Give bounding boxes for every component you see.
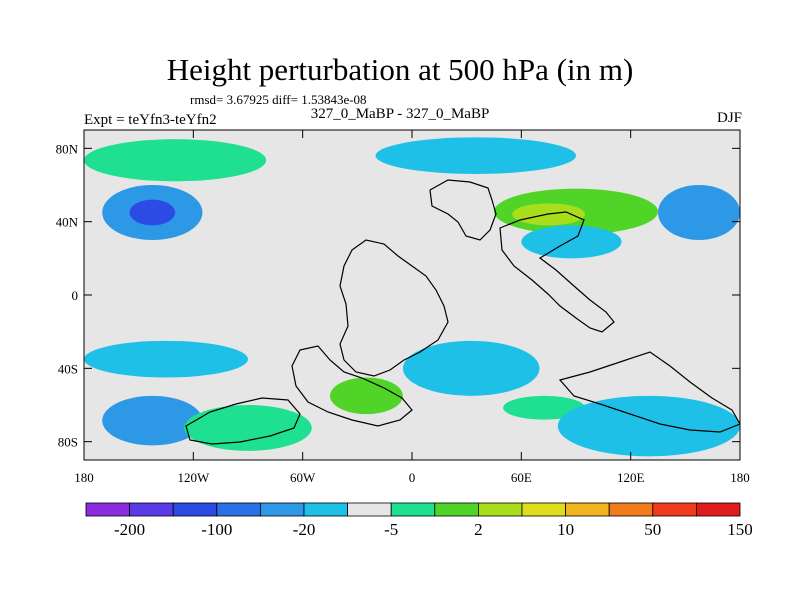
coastline-eurasia-africa <box>499 211 615 333</box>
colorbar-swatch-14 <box>696 502 741 517</box>
coastline-south-atlantic <box>291 345 413 427</box>
colorbar-swatch-13 <box>652 502 697 517</box>
coastline-americas <box>339 239 449 377</box>
x-tick-label-5: 120E <box>617 470 645 485</box>
period-label: 327_0_MaBP - 327_0_MaBP <box>310 106 490 122</box>
x-tick-label-4: 60E <box>511 470 532 485</box>
colorbar-swatch-7 <box>390 502 436 517</box>
colorbar-swatch-4 <box>259 502 305 517</box>
x-tick-label-0: 180 <box>74 470 94 485</box>
x-tick-label-2: 60W <box>290 470 316 485</box>
colorbar-swatch-0 <box>85 502 130 517</box>
colorbar-swatch-12 <box>608 502 654 517</box>
region-7 <box>521 225 622 259</box>
season-label: DJF <box>716 110 742 126</box>
region-11 <box>330 377 403 415</box>
x-tick-label-3: 0 <box>409 470 416 485</box>
y-tick-label-0: 80N <box>56 141 79 156</box>
region-6 <box>658 185 740 240</box>
colorbar-label-7: 150 <box>727 520 753 539</box>
y-tick-label-2: 0 <box>72 288 79 303</box>
region-3 <box>375 137 576 175</box>
colorbar-swatch-3 <box>216 502 261 517</box>
y-tick-label-3: 40S <box>58 361 78 376</box>
colorbar-swatch-1 <box>129 502 174 517</box>
coastline-layer <box>185 179 740 445</box>
coastline-antarctic-west <box>185 397 301 445</box>
coastline-antarctic-east <box>558 351 740 433</box>
colorbar-label-2: -20 <box>293 520 316 539</box>
colorbar-label-3: -5 <box>384 520 398 539</box>
colorbar-swatch-2 <box>172 502 218 517</box>
chart-title: Height perturbation at 500 hPa (in m) <box>166 52 634 87</box>
coastline-greenland <box>429 179 497 241</box>
region-2 <box>84 139 267 182</box>
region-9 <box>102 395 203 446</box>
y-tick-label-1: 40N <box>56 215 79 230</box>
region-14 <box>557 395 740 457</box>
region-1 <box>129 199 176 226</box>
region-13 <box>503 395 586 420</box>
colorbar-label-6: 50 <box>644 520 661 539</box>
y-tick-label-4: 80S <box>58 435 78 450</box>
colorbar-label-5: 10 <box>557 520 574 539</box>
colorbar-swatch-10 <box>521 502 566 517</box>
x-tick-label-6: 180 <box>730 470 750 485</box>
x-tick-label-1: 120W <box>177 470 210 485</box>
colorbar-label-0: -200 <box>114 520 145 539</box>
colorbar-label-4: 2 <box>474 520 483 539</box>
region-12 <box>402 340 540 396</box>
colorbar-swatch-11 <box>565 502 610 517</box>
colorbar-label-1: -100 <box>201 520 232 539</box>
colorbar-swatch-6 <box>347 502 392 517</box>
region-10 <box>184 405 312 451</box>
colorbar-swatch-9 <box>477 502 523 517</box>
stats-label: rmsd= 3.67925 diff= 1.53843e-08 <box>190 92 367 107</box>
region-8 <box>84 340 248 378</box>
colorbar-swatch-8 <box>434 502 479 517</box>
experiment-label: Expt = teYfn3-teYfn2 <box>84 112 217 128</box>
colorbar-swatch-5 <box>303 502 348 517</box>
